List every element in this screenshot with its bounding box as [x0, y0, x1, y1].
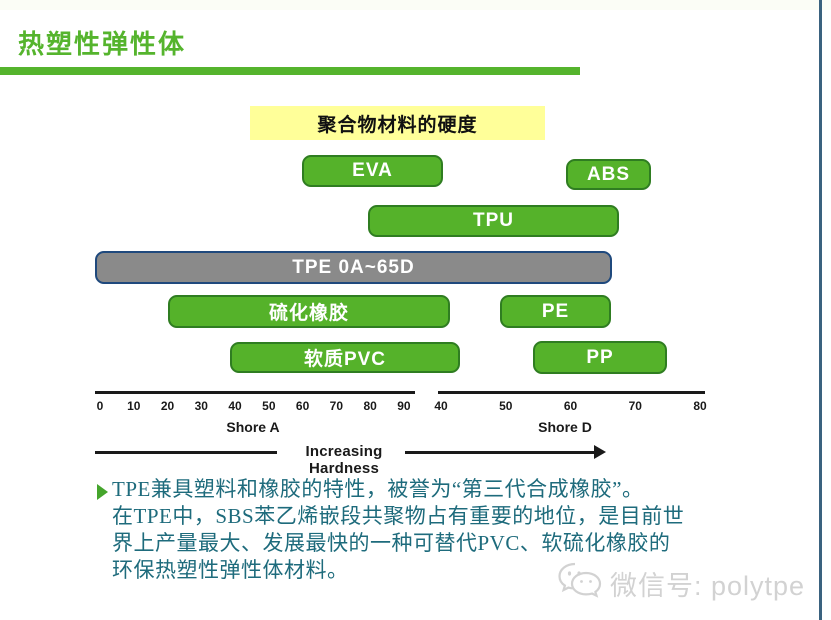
tick-label: 50 — [262, 399, 276, 413]
bar-vulcanized-rubber-label: 硫化橡胶 — [268, 303, 349, 324]
hardness-arrow-head-icon — [594, 445, 606, 459]
shore-d-ticks: 40 50 60 70 80 — [429, 399, 712, 413]
shore-d-axis-line — [438, 391, 705, 394]
tick-label: 0 — [96, 399, 104, 413]
tick-label: 50 — [499, 399, 513, 413]
wechat-icon — [556, 560, 604, 607]
tick-label: 70 — [628, 399, 642, 413]
title-underline — [0, 67, 580, 75]
tick-label: 90 — [397, 399, 411, 413]
page-title: 热塑性弹性体 — [18, 30, 187, 59]
hardness-arrow-line-left — [95, 451, 277, 454]
bar-tpu: TPU — [368, 205, 619, 237]
hardness-arrow-line-right — [405, 451, 595, 454]
tick-label: 40 — [434, 399, 448, 413]
bar-soft-pvc: 软质PVC — [230, 342, 460, 373]
bar-soft-pvc-label: 软质PVC — [303, 349, 387, 370]
tick-label: 60 — [295, 399, 310, 413]
bullet-paragraph-text: TPE兼具塑料和橡胶的特性，被誉为“第三代合成橡胶”。 在TPE中，SBS苯乙烯… — [112, 477, 685, 582]
bar-eva: EVA — [302, 155, 443, 187]
tick-label: 60 — [563, 399, 578, 413]
bar-vulcanized-rubber: 硫化橡胶 — [168, 295, 450, 328]
hardness-arrow-label: Increasing Hardness — [305, 443, 383, 477]
chart-header-box: 聚合物材料的硬度 — [250, 106, 545, 140]
bar-tpe-label: TPE 0A~65D — [292, 256, 415, 278]
bullet-triangle-icon — [97, 484, 108, 500]
bar-tpe: TPE 0A~65D — [95, 251, 612, 284]
tick-label: 40 — [228, 399, 242, 413]
bullet-paragraph: TPE兼具塑料和橡胶的特性，被誉为“第三代合成橡胶”。 在TPE中，SBS苯乙烯… — [96, 476, 776, 584]
shore-a-ticks: 0 10 20 30 40 50 60 70 80 90 — [88, 399, 416, 413]
bar-pp: PP — [533, 341, 667, 374]
tick-label: 80 — [363, 399, 377, 413]
top-strip — [0, 0, 831, 10]
wechat-id-text: 微信号: polytpe — [610, 571, 806, 601]
tick-label: 30 — [194, 399, 208, 413]
bar-tpu-label: TPU — [473, 210, 514, 231]
bar-eva-label: EVA — [352, 160, 393, 181]
tick-label: 20 — [160, 399, 175, 413]
bar-abs-label: ABS — [586, 163, 631, 185]
tick-label: 70 — [329, 399, 344, 413]
shore-a-caption: Shore A — [226, 419, 280, 435]
shore-d-caption: Shore D — [538, 419, 592, 435]
tick-label: 80 — [693, 399, 707, 413]
shore-a-axis-line — [95, 391, 415, 394]
bar-pe: PE — [500, 295, 611, 328]
bar-pp-label: PP — [586, 346, 614, 368]
right-border-line — [819, 0, 822, 620]
bar-abs: ABS — [566, 159, 651, 190]
wechat-watermark: 微信号: polytpe — [556, 560, 805, 607]
tick-label: 10 — [127, 399, 141, 413]
bar-pe-label: PE — [541, 300, 570, 322]
